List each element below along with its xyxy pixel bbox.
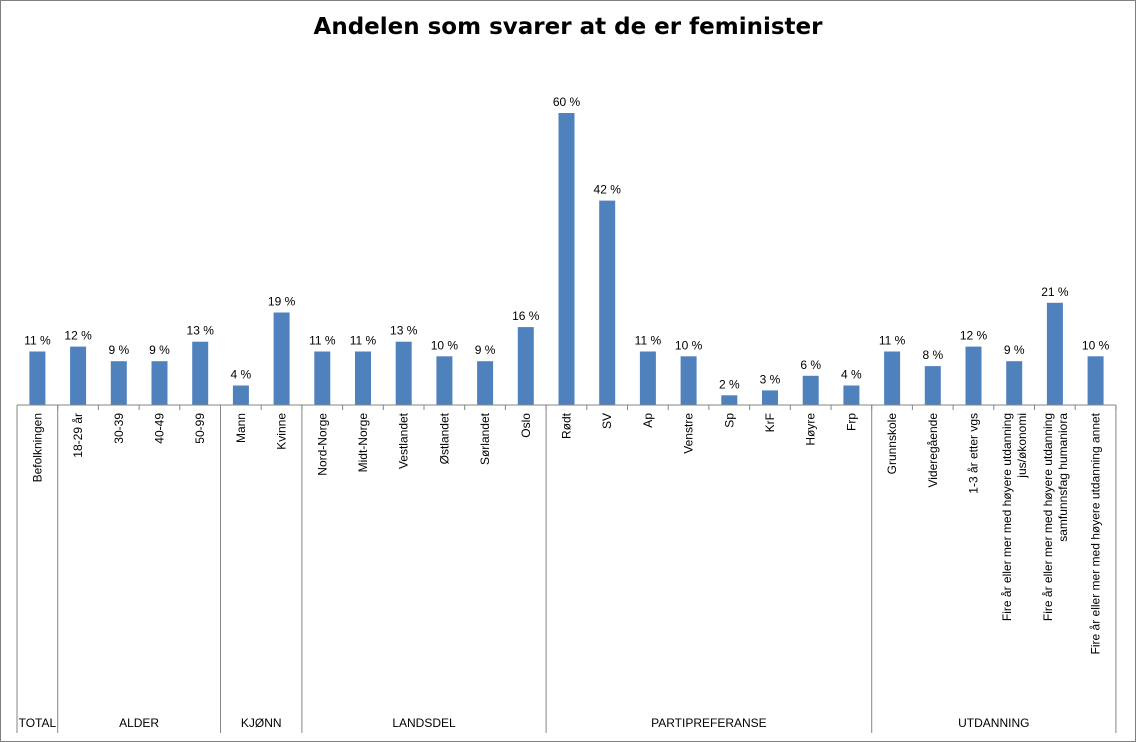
data-label: 16 %: [512, 309, 540, 323]
category-label: 50-99: [193, 413, 207, 444]
bar: [273, 312, 290, 405]
category-label: 18-29 år: [71, 413, 85, 458]
data-label: 13 %: [187, 324, 215, 338]
category-label: Mann: [234, 413, 248, 443]
data-label: 19 %: [268, 295, 296, 309]
bar: [110, 361, 127, 405]
bar: [1006, 361, 1023, 405]
data-label: 9 %: [1004, 343, 1025, 357]
category-label: Vestlandet: [397, 412, 411, 469]
bar: [558, 113, 575, 405]
category-label-line: samfunnsfag humaniora: [1056, 413, 1070, 542]
bar: [1087, 356, 1104, 405]
data-label: 11 %: [24, 334, 51, 348]
group-label: KJØNN: [241, 716, 282, 730]
category-label: Nord-Norge: [315, 413, 329, 476]
data-label: 10 %: [675, 338, 703, 352]
category-label-line: Fire år eller mer med høyere utdanning: [1041, 413, 1055, 621]
category-label: 40-49: [153, 413, 167, 444]
category-label: Fire år eller mer med høyere utdanningju…: [1000, 413, 1029, 621]
data-label: 6 %: [800, 358, 821, 372]
category-label: Midt-Norge: [356, 413, 370, 473]
category-label: Sørlandet: [478, 412, 492, 465]
data-label: 21 %: [1041, 285, 1069, 299]
category-label: Ap: [641, 413, 655, 428]
bar: [29, 351, 46, 405]
category-label: Oslo: [519, 413, 533, 438]
data-label: 11 %: [350, 334, 377, 348]
data-label: 42 %: [594, 183, 622, 197]
category-label: Rødt: [560, 412, 574, 439]
group-label: ALDER: [119, 716, 159, 730]
bar: [395, 341, 412, 405]
bar: [599, 200, 616, 405]
category-label-line: Fire år eller mer med høyere utdanning: [1000, 413, 1014, 621]
data-label: 9 %: [475, 343, 496, 357]
data-label: 12 %: [960, 329, 988, 343]
category-label: Grunnskole: [885, 413, 899, 475]
bar: [1046, 302, 1063, 405]
category-label: Frp: [844, 413, 858, 431]
category-label: Befolkningen: [30, 413, 44, 482]
category-label: Fire år eller mer med høyere utdanning a…: [1089, 412, 1103, 654]
data-label: 60 %: [553, 95, 581, 109]
category-label: Østlandet: [437, 412, 451, 464]
data-label: 9 %: [108, 343, 129, 357]
bar: [192, 341, 209, 405]
bar: [436, 356, 453, 405]
group-label: TOTAL: [19, 716, 57, 730]
bar: [721, 395, 738, 405]
bar: [924, 366, 941, 405]
category-label: 30-39: [112, 413, 126, 444]
data-label: 10 %: [1082, 338, 1110, 352]
group-label: UTDANNING: [958, 716, 1029, 730]
bar: [843, 385, 860, 405]
data-label: 4 %: [231, 368, 252, 382]
bar: [477, 361, 494, 405]
data-label: 3 %: [760, 372, 781, 386]
data-label: 11 %: [635, 334, 662, 348]
category-label: 1-3 år etter vgs: [967, 413, 981, 494]
bar: [680, 356, 697, 405]
category-label: Venstre: [682, 413, 696, 454]
data-label: 10 %: [431, 338, 459, 352]
bar: [762, 390, 778, 405]
chart-title: Andelen som svarer at de er feminister: [313, 14, 823, 40]
category-label-line: jus/økonomi: [1015, 413, 1029, 479]
bar: [639, 351, 656, 405]
bar: [517, 327, 534, 405]
category-label: Sp: [722, 413, 736, 428]
category-label: Fire år eller mer med høyere utdanningsa…: [1041, 413, 1070, 621]
data-label: 4 %: [841, 368, 862, 382]
bar: [355, 351, 371, 405]
group-label: LANDSDEL: [392, 716, 456, 730]
data-label: 2 %: [719, 377, 740, 391]
data-label: 11 %: [309, 334, 336, 348]
category-label: SV: [600, 413, 614, 429]
category-label: Høyre: [804, 413, 818, 446]
bar: [965, 346, 982, 405]
bar: [802, 375, 819, 405]
bar: [232, 385, 249, 405]
category-label: Videregående: [926, 413, 940, 488]
data-label: 13 %: [390, 324, 418, 338]
category-label: Kvinne: [275, 413, 289, 450]
data-label: 9 %: [149, 343, 170, 357]
data-label: 11 %: [879, 334, 906, 348]
category-label: KrF: [763, 413, 777, 432]
bar: [314, 351, 331, 405]
group-label: PARTIPREFERANSE: [651, 716, 767, 730]
bar: [151, 361, 168, 405]
bar: [70, 346, 87, 405]
data-label: 12 %: [64, 329, 92, 343]
bar: [884, 351, 901, 405]
data-label: 8 %: [922, 348, 943, 362]
